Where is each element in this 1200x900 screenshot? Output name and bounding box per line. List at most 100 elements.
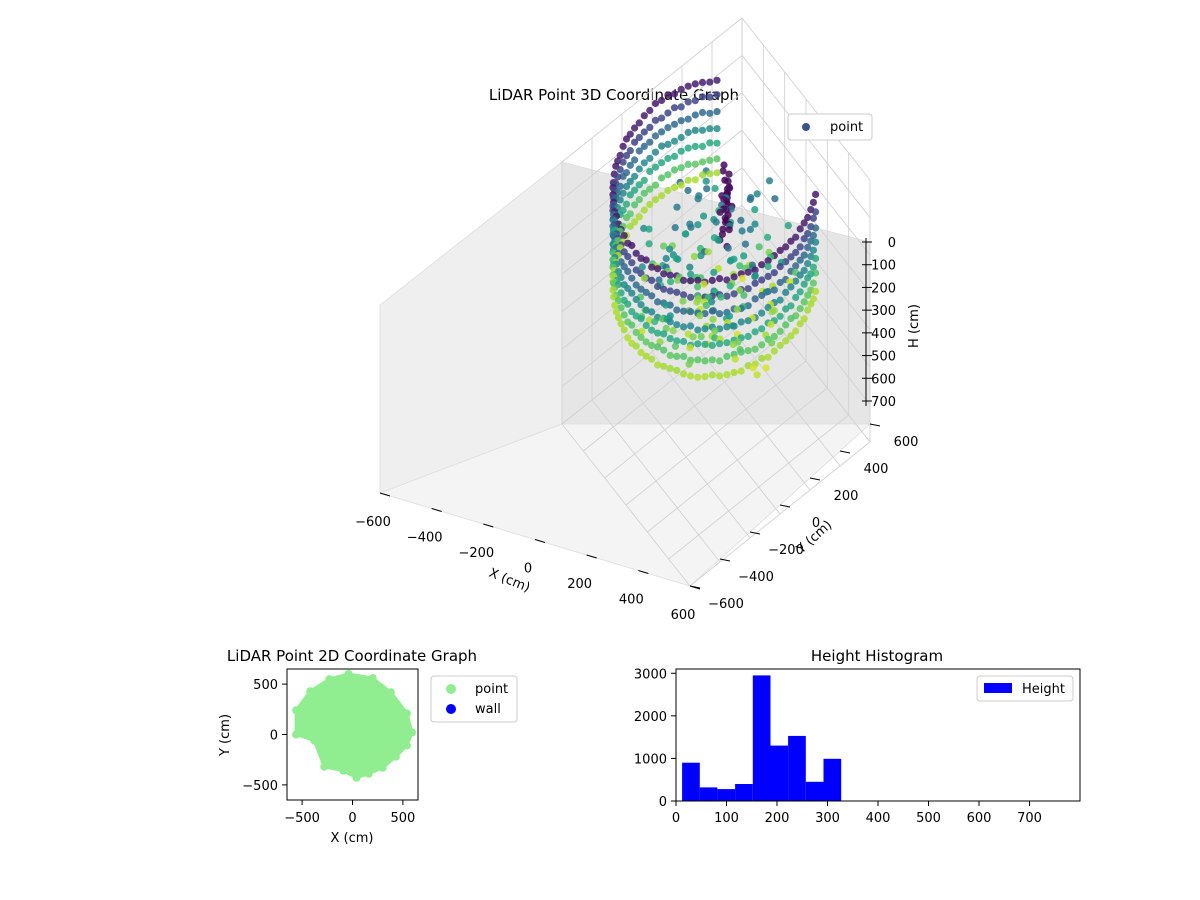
point-marker bbox=[697, 252, 705, 260]
point-marker bbox=[670, 152, 679, 160]
point-marker bbox=[725, 170, 733, 178]
point-marker bbox=[646, 185, 654, 193]
chart-2d-title: LiDAR Point 2D Coordinate Graph bbox=[227, 647, 477, 665]
point-marker bbox=[624, 334, 632, 342]
point-marker bbox=[726, 257, 735, 265]
point-marker bbox=[812, 208, 820, 216]
point-marker bbox=[660, 346, 668, 354]
point-marker bbox=[698, 158, 707, 166]
legend-3d-marker bbox=[802, 123, 810, 131]
point-marker bbox=[758, 291, 766, 300]
point-marker bbox=[776, 312, 784, 320]
point-marker bbox=[809, 214, 818, 222]
point-marker bbox=[660, 330, 668, 338]
legend-3d-label: point bbox=[830, 120, 863, 135]
legend-histogram-frame bbox=[976, 675, 1074, 702]
point-marker bbox=[664, 109, 672, 117]
point-marker bbox=[646, 123, 654, 131]
y-tick-mark-3d bbox=[869, 423, 881, 427]
point-marker bbox=[651, 181, 660, 189]
point-marker bbox=[708, 356, 716, 364]
point-marker bbox=[646, 154, 654, 162]
point-marker bbox=[632, 342, 640, 350]
point-marker bbox=[800, 315, 808, 323]
point-marker bbox=[631, 156, 639, 164]
point-marker bbox=[751, 328, 759, 336]
point-marker bbox=[626, 161, 634, 169]
point-marker bbox=[716, 275, 724, 283]
point-marker bbox=[368, 674, 377, 683]
point-marker bbox=[631, 138, 639, 146]
point-marker bbox=[617, 320, 625, 328]
point-marker bbox=[670, 120, 679, 128]
point-marker bbox=[787, 283, 795, 291]
point-marker bbox=[730, 290, 738, 298]
point-marker bbox=[658, 114, 666, 122]
point-marker bbox=[612, 308, 621, 316]
point-marker bbox=[651, 148, 660, 156]
point-marker bbox=[706, 170, 714, 178]
y-tick-label-2d: −500 bbox=[242, 779, 278, 794]
y-tick-label-histogram: 1000 bbox=[634, 752, 667, 767]
point-marker bbox=[706, 156, 714, 164]
point-marker bbox=[620, 326, 628, 334]
point-marker bbox=[673, 306, 681, 314]
point-marker bbox=[622, 182, 631, 191]
point-marker bbox=[706, 125, 714, 133]
point-marker bbox=[731, 355, 739, 363]
point-marker bbox=[352, 773, 361, 782]
histogram-bar bbox=[823, 758, 842, 801]
point-marker bbox=[708, 298, 716, 306]
point-marker bbox=[800, 235, 808, 243]
x-tick-label-2d: 0 bbox=[348, 811, 356, 826]
histogram-bar bbox=[699, 787, 718, 801]
point-marker bbox=[744, 285, 752, 293]
point-marker bbox=[651, 318, 659, 326]
point-marker bbox=[737, 216, 745, 224]
point-marker bbox=[700, 280, 708, 288]
point-marker bbox=[716, 357, 724, 365]
point-marker bbox=[687, 322, 695, 330]
point-marker bbox=[654, 265, 662, 273]
point-marker bbox=[680, 323, 688, 331]
point-marker bbox=[666, 245, 674, 253]
point-marker bbox=[645, 225, 653, 233]
point-marker bbox=[782, 321, 790, 329]
point-marker bbox=[651, 163, 660, 171]
x-tick-label-histogram: 0 bbox=[672, 811, 680, 826]
point-marker bbox=[782, 243, 790, 251]
point-marker bbox=[667, 278, 675, 286]
point-marker bbox=[408, 728, 416, 737]
x-tick-label-histogram: 600 bbox=[967, 811, 992, 826]
point-marker bbox=[812, 238, 820, 246]
point-marker bbox=[776, 341, 784, 350]
point-marker bbox=[770, 269, 778, 277]
point-marker bbox=[662, 324, 670, 332]
x-tick-mark-3d bbox=[534, 539, 546, 543]
point-marker bbox=[716, 310, 724, 318]
point-marker bbox=[746, 195, 754, 204]
point-marker bbox=[628, 274, 636, 282]
point-marker bbox=[713, 76, 721, 84]
point-marker bbox=[673, 352, 681, 360]
point-marker bbox=[637, 301, 645, 309]
point-marker bbox=[712, 218, 720, 226]
point-marker bbox=[713, 169, 721, 177]
point-marker bbox=[666, 318, 674, 326]
point-marker bbox=[391, 752, 400, 761]
point-marker bbox=[776, 296, 784, 304]
point-marker bbox=[626, 222, 634, 230]
point-marker bbox=[677, 133, 685, 142]
point-marker bbox=[706, 78, 714, 86]
point-marker bbox=[666, 364, 674, 372]
point-marker bbox=[662, 254, 670, 263]
point-marker bbox=[687, 372, 695, 380]
point-marker bbox=[631, 218, 639, 226]
point-marker bbox=[718, 230, 727, 238]
point-marker bbox=[800, 298, 808, 306]
point-marker bbox=[696, 312, 704, 320]
point-marker bbox=[723, 292, 731, 300]
x-axis-label-2d: X (cm) bbox=[331, 831, 374, 846]
point-marker bbox=[713, 155, 721, 163]
point-marker bbox=[642, 306, 650, 314]
